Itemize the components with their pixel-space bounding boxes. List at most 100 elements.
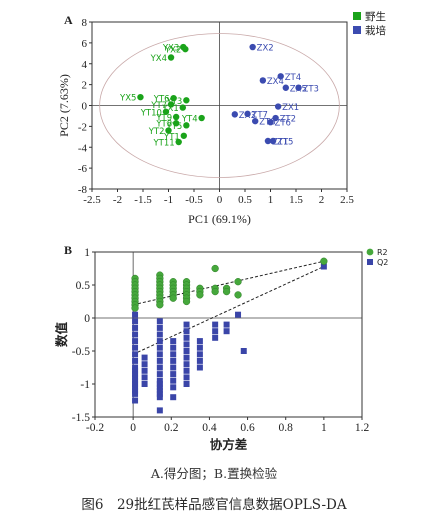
q2-point — [141, 354, 148, 361]
q2-point — [132, 357, 139, 364]
q2-point — [223, 321, 230, 328]
point-label: YX1 — [161, 104, 178, 114]
q2-point — [183, 367, 190, 374]
x-tick-label: 0.8 — [279, 422, 294, 434]
legend-swatch-q2 — [367, 259, 373, 265]
score-point — [183, 97, 190, 104]
x-axis-title: 协方差 — [210, 437, 248, 452]
score-point — [165, 127, 172, 134]
score-point — [172, 113, 180, 121]
q2-point — [170, 371, 177, 378]
x-tick-label: 0 — [130, 422, 136, 434]
point-label: ZT3 — [303, 84, 319, 94]
y-tick-label: -0.5 — [72, 346, 90, 358]
q2-point — [170, 351, 177, 358]
q2-point — [196, 338, 203, 345]
score-point — [167, 54, 175, 61]
q2-point — [183, 354, 190, 361]
q2-point — [156, 338, 163, 345]
r2-point — [222, 287, 231, 296]
score-point — [162, 108, 170, 115]
legend-label: 野生 — [365, 10, 386, 23]
legend-label: 栽培 — [365, 24, 386, 37]
y-axis-title: PC2 (7.63%) — [57, 74, 71, 137]
point-label: YX5 — [119, 94, 136, 104]
x-tick-label: -0.2 — [86, 422, 104, 434]
score-point — [249, 43, 256, 51]
y-tick-label: -6 — [78, 163, 88, 175]
q2-point — [132, 324, 139, 331]
q2-point — [132, 374, 139, 381]
point-label: YT2 — [148, 127, 165, 137]
x-tick-label: 1 — [321, 422, 327, 434]
score-point — [274, 103, 282, 110]
score-point — [231, 111, 238, 118]
point-label: YT5 — [166, 122, 183, 132]
q2-point — [183, 381, 190, 387]
q2-point — [156, 381, 163, 387]
plot-frame — [94, 251, 363, 418]
score-point — [264, 137, 272, 145]
x-tick-label: 2 — [319, 194, 325, 206]
score-point — [252, 117, 259, 125]
q2-point — [170, 344, 177, 351]
score-plot-panel: -2.5 -2 -1.5 -1 -0.5 0 0.5 1 1.5 2 2.5 -8 -6 -4 -2 0 2 4 6… — [57, 10, 386, 226]
q2-point — [183, 328, 190, 335]
q2-point — [132, 311, 139, 318]
q2-point — [196, 344, 203, 351]
score-point — [267, 119, 274, 126]
score-point — [179, 104, 186, 111]
score-point — [272, 114, 279, 122]
y-tick-label: 6 — [82, 38, 88, 50]
point-label: YT6 — [153, 95, 170, 105]
q2-point — [156, 394, 163, 401]
q2-point — [132, 390, 139, 397]
q2-point — [132, 344, 139, 351]
y-tick-label: -2 — [78, 121, 87, 133]
x-tick-label: 0.4 — [202, 422, 217, 434]
point-label: ZX2 — [257, 44, 274, 54]
score-point — [182, 45, 189, 53]
q2-point — [156, 344, 163, 351]
r2-point — [320, 257, 328, 265]
q2-point — [132, 331, 139, 338]
x-tick-label: 0.6 — [240, 422, 255, 434]
point-label: YT3 — [166, 97, 183, 107]
score-point — [172, 120, 180, 127]
x-tick-label: -0.5 — [185, 194, 203, 206]
y-tick-label: -1.5 — [72, 412, 90, 424]
q2-point — [183, 348, 190, 354]
q2-point — [132, 367, 139, 374]
point-label: ZT7 — [252, 110, 268, 120]
point-label: ZX1 — [282, 103, 299, 113]
q2-point — [132, 384, 139, 391]
score-point — [137, 93, 144, 101]
q2-point — [183, 341, 190, 348]
q2-point — [183, 321, 190, 328]
legend-label-q2: Q2 — [377, 258, 388, 267]
q2-point — [183, 334, 190, 341]
score-point — [180, 132, 187, 139]
regression-line — [133, 260, 324, 306]
score-point — [183, 122, 190, 129]
panel-label-b: B — [64, 243, 72, 257]
permutation-test-panel: -0.2 0 0.2 0.4 0.6 0.8 1 1.2-1.5-1-0.500.51B协方差… — [54, 243, 388, 452]
q2-point — [156, 371, 163, 378]
q2-point — [156, 390, 163, 397]
x-tick-label: -2 — [113, 194, 122, 206]
q2-point — [132, 381, 139, 387]
figure-caption: 图6 29批红芪样品感官信息数据OPLS-DA — [81, 497, 347, 513]
x-axis-title: PC1 (69.1%) — [188, 212, 251, 226]
x-tick-label: 2.5 — [340, 194, 354, 206]
x-tick-label: 1.5 — [289, 194, 303, 206]
q2-point — [132, 351, 139, 358]
q2-point — [196, 357, 203, 364]
point-label: ZX3 — [239, 111, 256, 121]
q2-point — [170, 394, 177, 401]
point-label: YX4 — [150, 54, 167, 64]
q2-point — [183, 361, 190, 368]
point-label: ZT2 — [280, 115, 296, 125]
point-label: YX3 — [162, 44, 179, 54]
y-axis-title: 数值 — [54, 322, 69, 349]
